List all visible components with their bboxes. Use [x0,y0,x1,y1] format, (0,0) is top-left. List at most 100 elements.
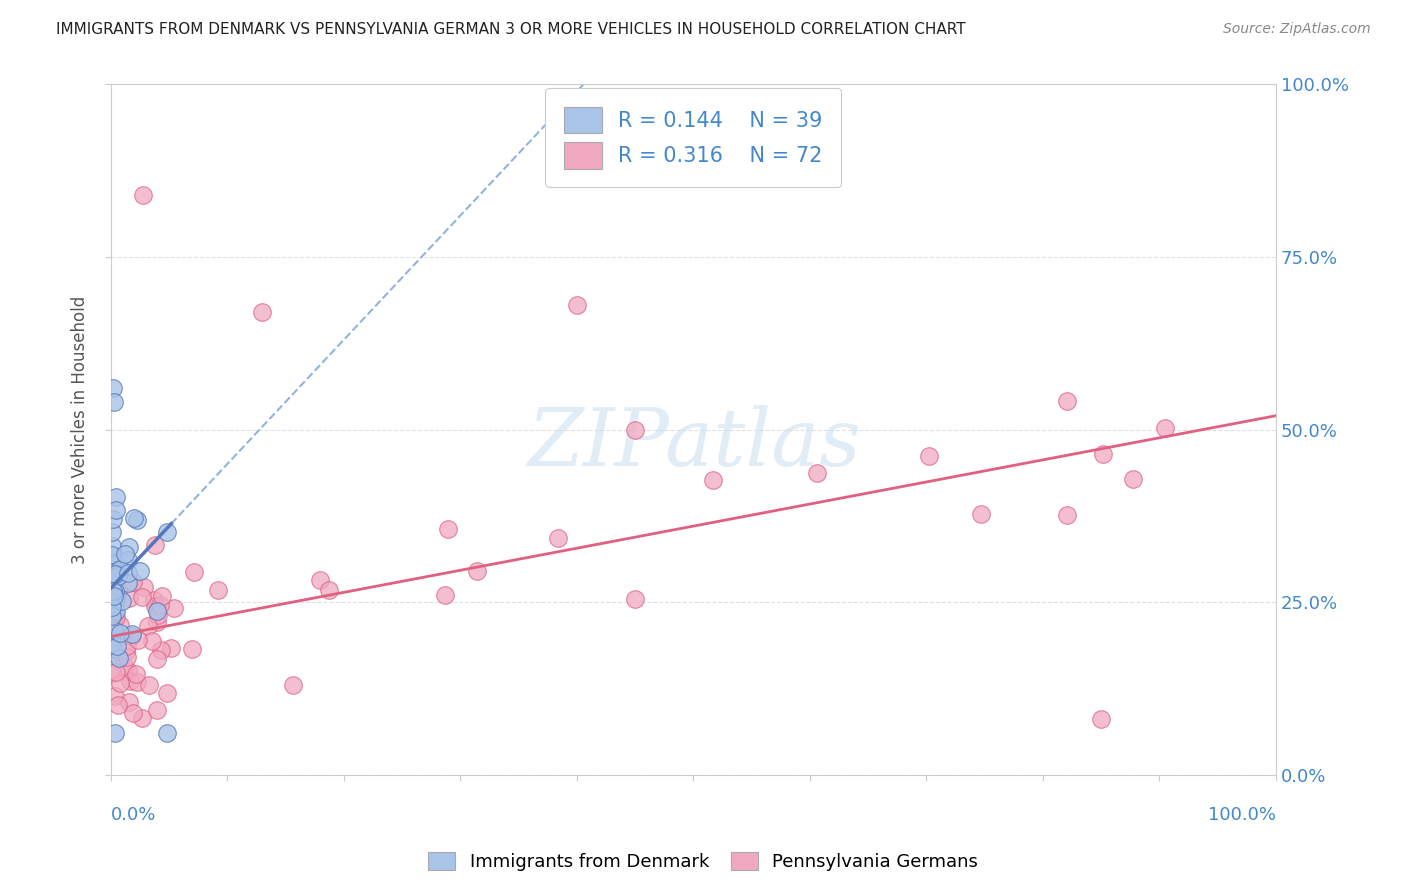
Point [309,573,332,587]
Point [104,726,127,740]
Point [163,601,186,615]
Point [132,580,155,594]
Point [143,538,166,552]
Point [702,473,724,487]
Point [1056,393,1078,408]
Point [101,612,124,626]
Point [143,592,166,607]
Point [146,615,169,629]
Text: Source: ZipAtlas.com: Source: ZipAtlas.com [1223,22,1371,37]
Legend: R = 0.144    N = 39, R = 0.316    N = 72: R = 0.144 N = 39, R = 0.316 N = 72 [546,88,841,187]
Point [547,532,569,546]
Point [122,706,145,720]
Point [149,598,172,612]
Point [624,423,647,437]
Point [146,604,169,618]
Point [129,564,152,578]
Point [132,187,155,202]
Point [104,503,127,517]
Point [114,547,136,561]
Point [181,641,204,656]
Point [108,618,131,632]
Point [1056,508,1078,522]
Point [131,590,153,604]
Point [1122,472,1144,486]
Point [146,652,169,666]
Point [1090,712,1112,726]
Point [121,627,143,641]
Point [138,678,160,692]
Point [127,513,149,527]
Point [104,574,127,589]
Point [107,651,129,665]
Point [156,525,179,540]
Point [117,664,139,678]
Point [104,604,127,618]
Point [101,511,124,525]
Point [125,666,148,681]
Point [115,650,138,665]
Point [101,565,124,579]
Point [105,490,128,504]
Point [917,450,939,464]
Point [105,639,128,653]
Point [105,591,128,606]
Point [121,629,143,643]
Text: IMMIGRANTS FROM DENMARK VS PENNSYLVANIA GERMAN 3 OR MORE VEHICLES IN HOUSEHOLD C: IMMIGRANTS FROM DENMARK VS PENNSYLVANIA … [56,22,966,37]
Point [101,646,124,660]
Point [118,540,141,554]
Point [156,686,179,700]
Point [108,675,131,690]
Point [107,584,129,599]
Point [252,305,274,319]
Point [118,674,141,689]
Point [111,594,134,608]
Point [117,575,139,590]
Point [108,625,131,640]
Point [160,641,183,656]
Point [103,589,125,603]
Point [149,643,172,657]
Point [117,566,139,581]
Point [118,695,141,709]
Point [105,610,128,624]
Point [101,583,124,598]
Point [105,665,128,679]
Text: ZIPatlas: ZIPatlas [527,405,860,482]
Point [101,524,124,539]
Point [146,703,169,717]
Point [437,523,460,537]
Point [127,674,149,689]
Point [131,711,153,725]
Y-axis label: 3 or more Vehicles in Household: 3 or more Vehicles in Household [72,295,89,564]
Text: 0.0%: 0.0% [111,805,156,823]
Point [1092,447,1115,461]
Point [101,607,124,622]
Point [101,539,124,553]
Point [127,633,149,648]
Point [101,548,124,562]
Point [118,591,141,606]
Point [465,564,488,578]
Point [104,583,127,598]
Point [1153,421,1175,435]
Point [101,599,124,614]
Point [115,644,138,658]
Point [806,466,828,480]
Point [624,591,647,606]
Point [104,689,127,703]
Point [183,565,205,579]
Point [101,608,124,623]
Point [101,381,124,395]
Point [283,678,305,692]
Point [122,511,145,525]
Point [146,607,169,622]
Point [136,618,159,632]
Point [110,562,132,576]
Point [115,639,138,653]
Point [101,641,124,656]
Point [970,507,993,521]
Point [107,698,129,712]
Point [150,589,173,603]
Point [117,553,139,567]
